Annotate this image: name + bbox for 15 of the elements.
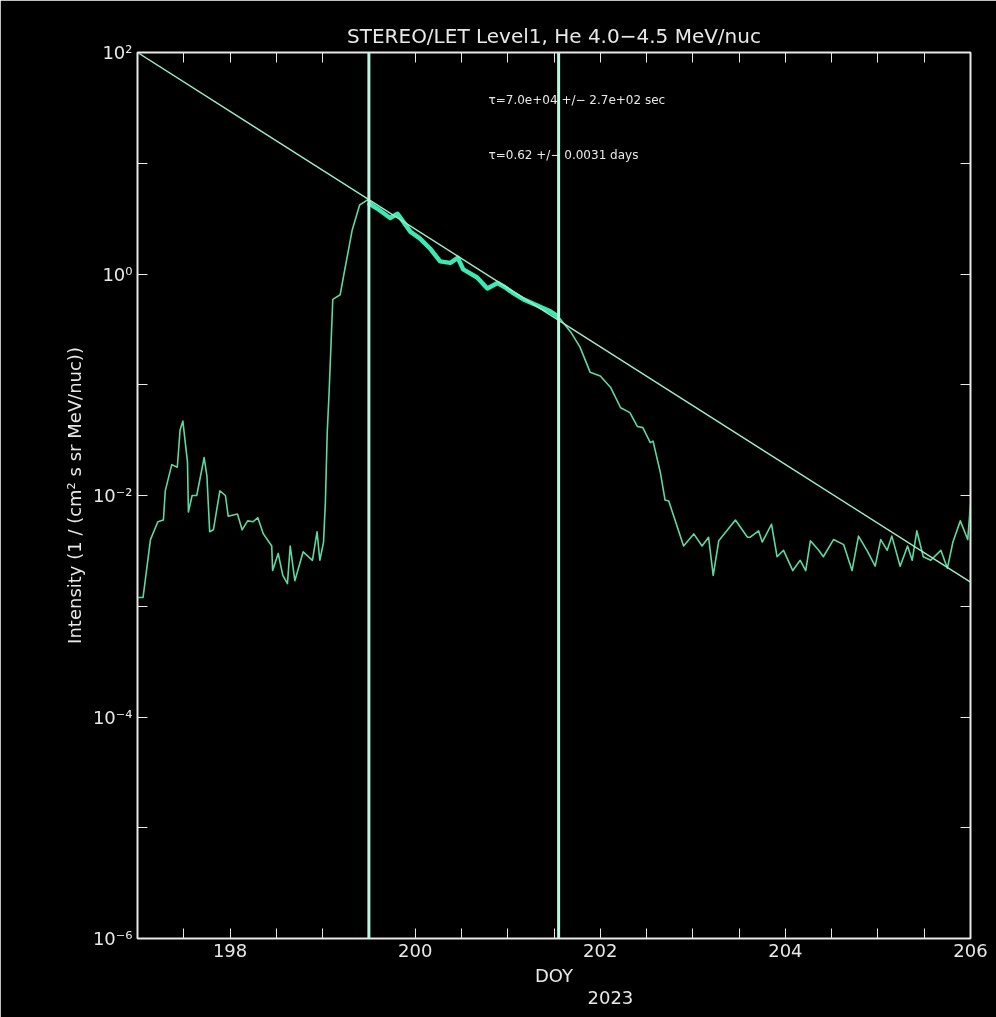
annotation: τ=7.0e+04 +/− 2.7e+02 sec xyxy=(488,92,666,107)
y-tick-label: 10⁻² xyxy=(92,485,133,506)
y-tick-label: 10² xyxy=(102,42,133,63)
y-tick-label: 10⁻⁶ xyxy=(92,928,133,949)
x-tick-label: 206 xyxy=(953,939,988,961)
x-tick-label: 198 xyxy=(212,939,248,961)
y-tick-label: 10⁻⁴ xyxy=(92,706,133,728)
x-axis-title: DOY xyxy=(534,964,575,986)
x-tick-label: 204 xyxy=(768,939,803,961)
x-tick-label: 202 xyxy=(583,939,618,961)
text: 2023 xyxy=(587,986,634,1008)
y-axis-title: Intensity (1 / (cm² s sr MeV/nuc)) xyxy=(63,347,85,644)
chart-title: STEREO/LET Level1, He 4.0−4.5 MeV/nuc xyxy=(347,23,761,48)
x-tick-label: 200 xyxy=(397,939,433,961)
y-tick-label: 10⁰ xyxy=(102,263,133,285)
